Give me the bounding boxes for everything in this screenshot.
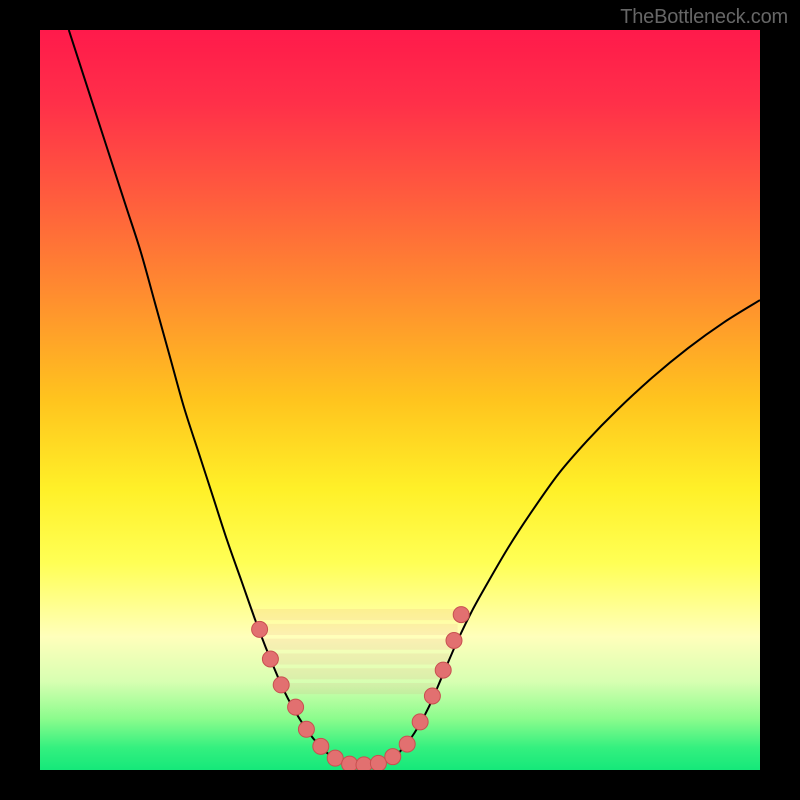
data-marker [356,757,372,773]
data-marker [273,677,289,693]
data-marker [288,699,304,715]
bottleneck-chart [0,0,800,800]
data-marker [298,721,314,737]
data-marker [252,621,268,637]
data-marker [412,714,428,730]
data-marker [262,651,278,667]
data-marker [424,688,440,704]
data-marker [385,749,401,765]
data-marker [435,662,451,678]
chart-container: TheBottleneck.com [0,0,800,800]
data-marker [342,756,358,772]
data-marker [313,738,329,754]
data-marker [399,736,415,752]
watermark-text: TheBottleneck.com [620,6,788,29]
data-marker [370,755,386,771]
data-marker [327,750,343,766]
data-marker [446,633,462,649]
data-marker [453,607,469,623]
